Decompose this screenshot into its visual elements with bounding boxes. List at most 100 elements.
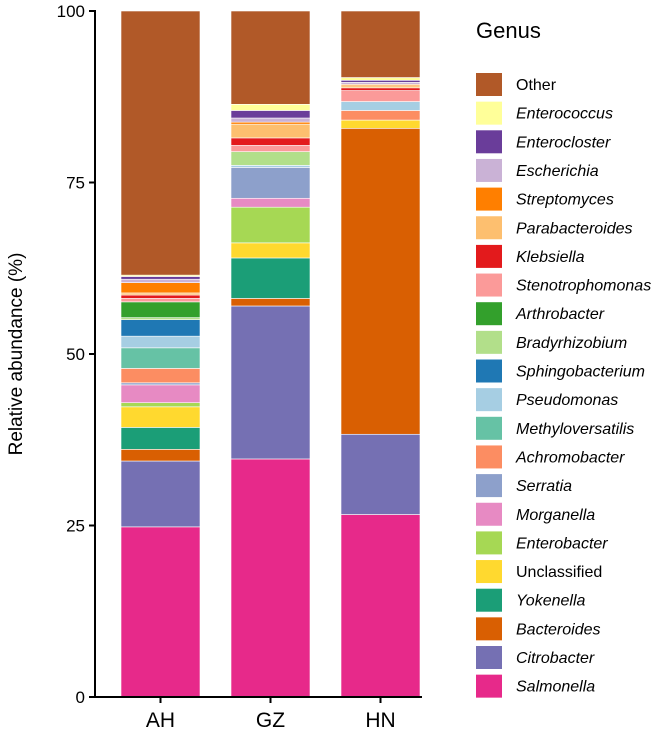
legend-label-other: Other bbox=[516, 77, 557, 94]
y-tick-label-0: 0 bbox=[76, 688, 85, 707]
legend-swatch-pseudomonas bbox=[476, 388, 502, 412]
bar-segment-gz-enterocloster bbox=[230, 110, 311, 119]
bar-segment-ah-citrobacter bbox=[120, 460, 201, 528]
legend-label-bacteroides: Bacteroides bbox=[516, 621, 601, 638]
legend-swatch-methyloversatilis bbox=[476, 416, 502, 440]
y-tick-label-25: 25 bbox=[66, 517, 85, 536]
bar-segment-hn-other bbox=[340, 10, 421, 78]
bar-segment-ah-escherichia bbox=[120, 278, 201, 283]
bar-segment-gz-escherichia bbox=[230, 117, 311, 123]
legend-swatch-citrobacter bbox=[476, 646, 502, 669]
legend-label-stenotrophomonas: Stenotrophomonas bbox=[516, 278, 651, 295]
x-ticks: AH GZ HN bbox=[146, 697, 396, 732]
bar-segment-hn-enterocloster bbox=[340, 79, 421, 83]
bar-segment-hn-parabacteroides bbox=[340, 85, 421, 89]
legend-label-klebsiella: Klebsiella bbox=[516, 249, 585, 266]
bar-segment-ah-serratia bbox=[120, 382, 201, 386]
bar-segment-gz-bacteroides bbox=[230, 298, 311, 307]
legend-label-sphingobacterium: Sphingobacterium bbox=[516, 364, 645, 381]
legend-swatch-unclassified bbox=[476, 560, 502, 584]
legend-swatch-yokenella bbox=[476, 588, 502, 612]
bar-segment-ah-enterocloster bbox=[120, 276, 201, 280]
y-ticks: 0 25 50 75 100 bbox=[57, 2, 95, 707]
legend-label-bradyrhizobium: Bradyrhizobium bbox=[516, 335, 627, 352]
bar-segment-ah-streptomyces bbox=[120, 282, 201, 294]
legend-label-salmonella: Salmonella bbox=[516, 679, 595, 696]
legend-label-enterocloster: Enterocloster bbox=[516, 134, 611, 151]
bar-segment-gz-enterococcus bbox=[230, 103, 311, 111]
bar-segment-gz-yokenella bbox=[230, 257, 311, 299]
legend-label-methyloversatilis: Methyloversatilis bbox=[516, 421, 634, 438]
legend-swatch-achromobacter bbox=[476, 445, 502, 469]
legend-swatch-sphingobacterium bbox=[476, 359, 502, 383]
legend-swatch-klebsiella bbox=[476, 244, 502, 268]
bar-segment-gz-salmonella bbox=[230, 458, 311, 698]
legend-swatch-enterococcus bbox=[476, 101, 502, 125]
bar-segment-ah-other bbox=[120, 10, 201, 276]
y-tick-label-75: 75 bbox=[66, 174, 85, 193]
bar-segment-hn-stenotrophomonas bbox=[340, 90, 421, 102]
legend-label-unclassified: Unclassified bbox=[516, 564, 602, 581]
bar-segment-gz-klebsiella bbox=[230, 137, 311, 146]
bar-segment-ah-bradyrhizobium bbox=[120, 317, 201, 320]
bar-segment-ah-morganella bbox=[120, 384, 201, 404]
legend-swatch-other bbox=[476, 73, 502, 96]
legend-swatch-salmonella bbox=[476, 674, 502, 698]
bar-segment-gz-citrobacter bbox=[230, 305, 311, 460]
legend: Genus Other Enterococcus Enterocloster Esch… bbox=[476, 18, 651, 698]
legend-label-arthrobacter: Arthrobacter bbox=[515, 306, 605, 323]
bar-segment-hn-citrobacter bbox=[340, 433, 421, 515]
legend-label-parabacteroides: Parabacteroides bbox=[516, 220, 633, 237]
legend-label-yokenella: Yokenella bbox=[516, 593, 585, 610]
bar-segment-gz-serratia bbox=[230, 167, 311, 199]
bar-segment-ah-enterobacter bbox=[120, 402, 201, 408]
legend-label-enterococcus: Enterococcus bbox=[516, 106, 613, 123]
y-axis-label: Relative abundance (%) bbox=[6, 253, 27, 456]
legend-label-citrobacter: Citrobacter bbox=[516, 650, 595, 667]
bar-segment-hn-achromobacter bbox=[340, 110, 421, 121]
bar-segment-hn-unclassified bbox=[340, 119, 421, 129]
legend-label-morganella: Morganella bbox=[516, 507, 595, 524]
bar-segment-ah-unclassified bbox=[120, 406, 201, 428]
bar-segment-gz-other bbox=[230, 10, 311, 105]
legend-swatch-bacteroides bbox=[476, 617, 502, 641]
bar-segment-gz-parabacteroides bbox=[230, 123, 311, 139]
bar-segment-gz-streptomyces bbox=[230, 121, 311, 125]
legend-title: Genus bbox=[476, 18, 541, 43]
bar-segment-hn-pseudomonas bbox=[340, 101, 421, 111]
bar-segment-gz-pseudomonas bbox=[230, 165, 311, 168]
x-tick-label-ah: AH bbox=[146, 709, 175, 732]
bar-segment-ah-bacteroides bbox=[120, 449, 201, 462]
y-tick-label-50: 50 bbox=[66, 345, 85, 364]
bar-segment-ah-stenotrophomonas bbox=[120, 298, 201, 303]
legend-label-pseudomonas: Pseudomonas bbox=[516, 392, 618, 409]
bar-segment-ah-parabacteroides bbox=[120, 292, 201, 296]
legend-label-enterobacter: Enterobacter bbox=[516, 535, 608, 552]
legend-swatch-enterobacter bbox=[476, 531, 502, 555]
legend-swatch-enterocloster bbox=[476, 130, 502, 154]
legend-swatch-escherichia bbox=[476, 158, 502, 182]
legend-swatch-streptomyces bbox=[476, 187, 502, 211]
bar-segment-ah-klebsiella bbox=[120, 294, 201, 299]
bar-segment-gz-morganella bbox=[230, 197, 311, 208]
bar-segment-hn-enterococcus bbox=[340, 77, 421, 81]
legend-swatch-arthrobacter bbox=[476, 302, 502, 326]
legend-label-escherichia: Escherichia bbox=[516, 163, 599, 180]
bar-segment-gz-enterobacter bbox=[230, 206, 311, 244]
bar-segment-hn-escherichia bbox=[340, 82, 421, 85]
legend-swatch-parabacteroides bbox=[476, 216, 502, 240]
bars-layer bbox=[120, 10, 421, 698]
bar-segment-ah-achromobacter bbox=[120, 368, 201, 384]
bar-segment-ah-sphingobacterium bbox=[120, 319, 201, 337]
legend-swatch-serratia bbox=[476, 474, 502, 498]
legend-label-achromobacter: Achromobacter bbox=[515, 449, 625, 466]
legend-swatch-morganella bbox=[476, 502, 502, 526]
x-tick-label-hn: HN bbox=[365, 709, 395, 732]
bar-segment-ah-arthrobacter bbox=[120, 301, 201, 318]
legend-label-serratia: Serratia bbox=[516, 478, 572, 495]
legend-swatch-bradyrhizobium bbox=[476, 330, 502, 354]
bar-segment-hn-salmonella bbox=[340, 514, 421, 698]
y-tick-label-100: 100 bbox=[57, 2, 85, 21]
bar-segment-ah-salmonella bbox=[120, 526, 201, 698]
